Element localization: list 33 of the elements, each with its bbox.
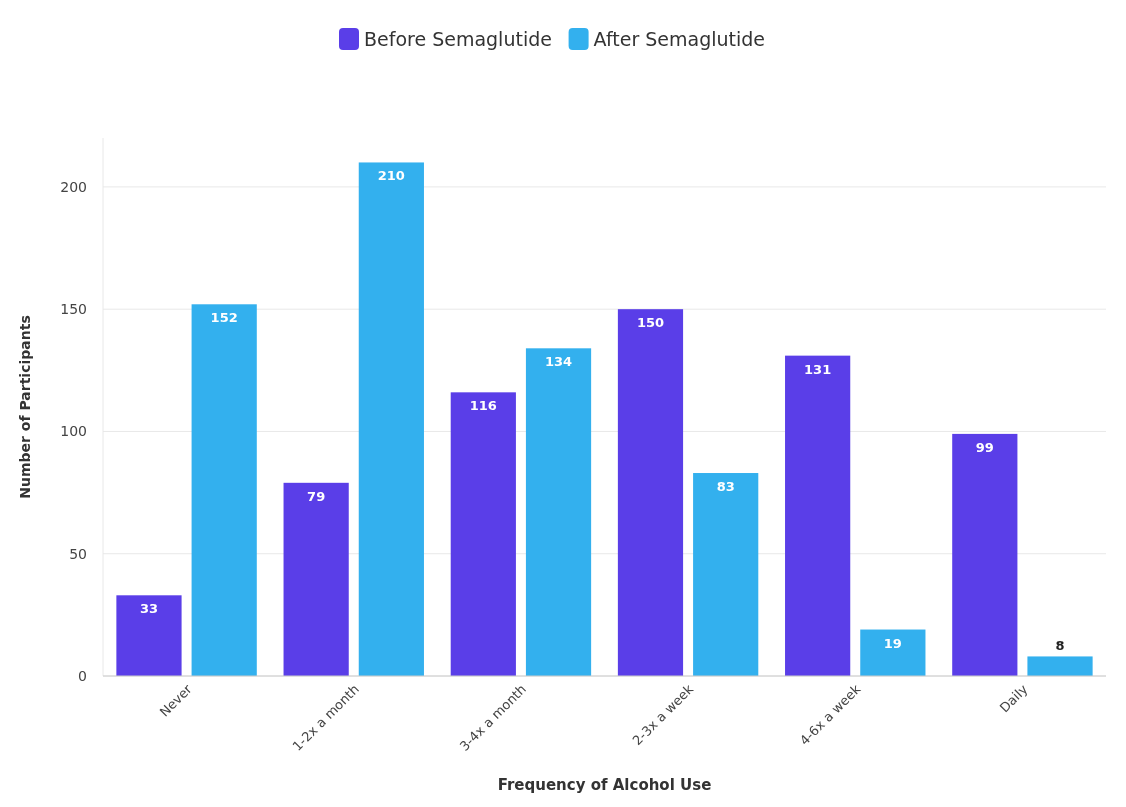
data-label: 79 (307, 488, 326, 504)
y-tick-label: 0 (78, 668, 87, 684)
data-label: 134 (544, 354, 573, 370)
data-label: 33 (139, 601, 159, 617)
bar (450, 392, 516, 676)
bar (283, 482, 349, 676)
bar (1027, 656, 1093, 676)
data-label: 150 (636, 315, 665, 331)
bar (860, 629, 926, 676)
y-tick-label: 50 (69, 545, 87, 562)
data-label: 8 (1055, 638, 1065, 654)
bar (191, 304, 257, 676)
data-label: 83 (716, 479, 735, 495)
x-axis-title: Frequency of Alcohol Use (497, 776, 712, 794)
y-tick-label: 150 (60, 301, 87, 318)
data-label: 210 (377, 168, 405, 184)
y-tick-label: 200 (60, 178, 87, 195)
legend-label: After Semaglutide (593, 28, 766, 50)
data-label: 152 (210, 310, 238, 326)
bar (952, 433, 1018, 676)
y-tick-label: 100 (60, 423, 87, 440)
bar (785, 355, 851, 676)
legend-label: Before Semaglutide (364, 28, 552, 50)
data-label: 19 (883, 635, 902, 651)
bar (116, 595, 182, 676)
data-label: 131 (804, 361, 832, 377)
data-label: 99 (975, 439, 994, 455)
bar (617, 309, 684, 676)
bar (358, 162, 424, 676)
data-label: 116 (469, 398, 497, 414)
bar (525, 348, 592, 676)
bar (693, 473, 759, 676)
y-axis-title: Number of Participants (17, 315, 33, 499)
